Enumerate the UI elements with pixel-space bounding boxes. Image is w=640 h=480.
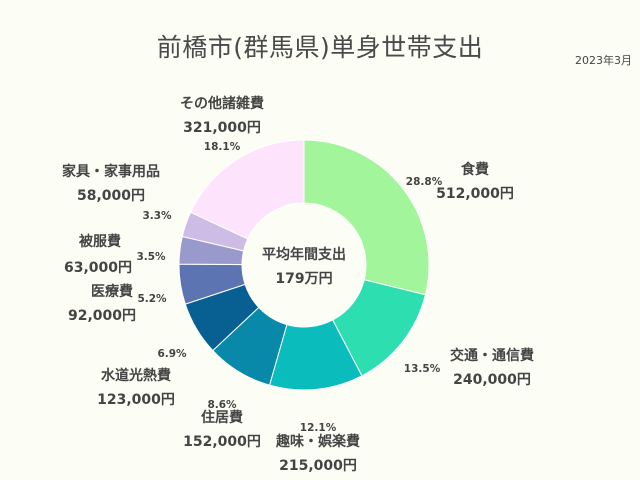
slice-label-pct-2: 12.1% [300, 422, 337, 434]
center-label-line2: 179万円 [275, 271, 332, 287]
center-label-line1: 平均年間支出 [262, 246, 346, 263]
slice-label-value-7: 58,000円 [77, 188, 145, 204]
slice-label-pct-1: 13.5% [404, 363, 441, 375]
slice-label-value-5: 92,000円 [68, 308, 136, 324]
slice-label-name-8: その他諸雑費 [180, 95, 264, 112]
slice-label-value-8: 321,000円 [183, 120, 261, 136]
slice-label-name-5: 医療費 [91, 283, 133, 300]
slice-label-pct-6: 3.5% [136, 251, 166, 263]
slice-label-name-0: 食費 [461, 161, 489, 178]
chart-title: 前橋市(群馬県)単身世帯支出 [156, 33, 484, 62]
slice-label-value-1: 240,000円 [453, 372, 531, 388]
slice-label-pct-3: 8.6% [207, 399, 237, 411]
slice-label-value-3: 152,000円 [183, 434, 261, 450]
slice-label-value-6: 63,000円 [64, 260, 132, 276]
slice-label-name-4: 水道光熱費 [101, 367, 171, 384]
slice-label-value-4: 123,000円 [97, 392, 175, 408]
slice-label-name-2: 趣味・娯楽費 [275, 433, 360, 450]
chart-date: 2023年3月 [575, 54, 632, 67]
slice-label-name-6: 被服費 [79, 233, 121, 250]
slice-label-pct-0: 28.8% [406, 176, 443, 188]
slice-label-pct-5: 5.2% [137, 293, 167, 305]
slice-label-pct-8: 18.1% [204, 141, 241, 153]
slice-label-pct-7: 3.3% [142, 210, 172, 222]
slice-0 [303, 139, 430, 296]
slice-label-pct-4: 6.9% [157, 348, 187, 360]
slice-label-name-1: 交通・通信費 [450, 347, 534, 364]
slice-label-name-3: 住居費 [201, 409, 243, 426]
slice-label-value-2: 215,000円 [279, 458, 357, 474]
slice-label-value-0: 512,000円 [436, 186, 514, 202]
slice-8 [189, 139, 305, 240]
slice-label-name-7: 家具・家事用品 [62, 163, 160, 180]
